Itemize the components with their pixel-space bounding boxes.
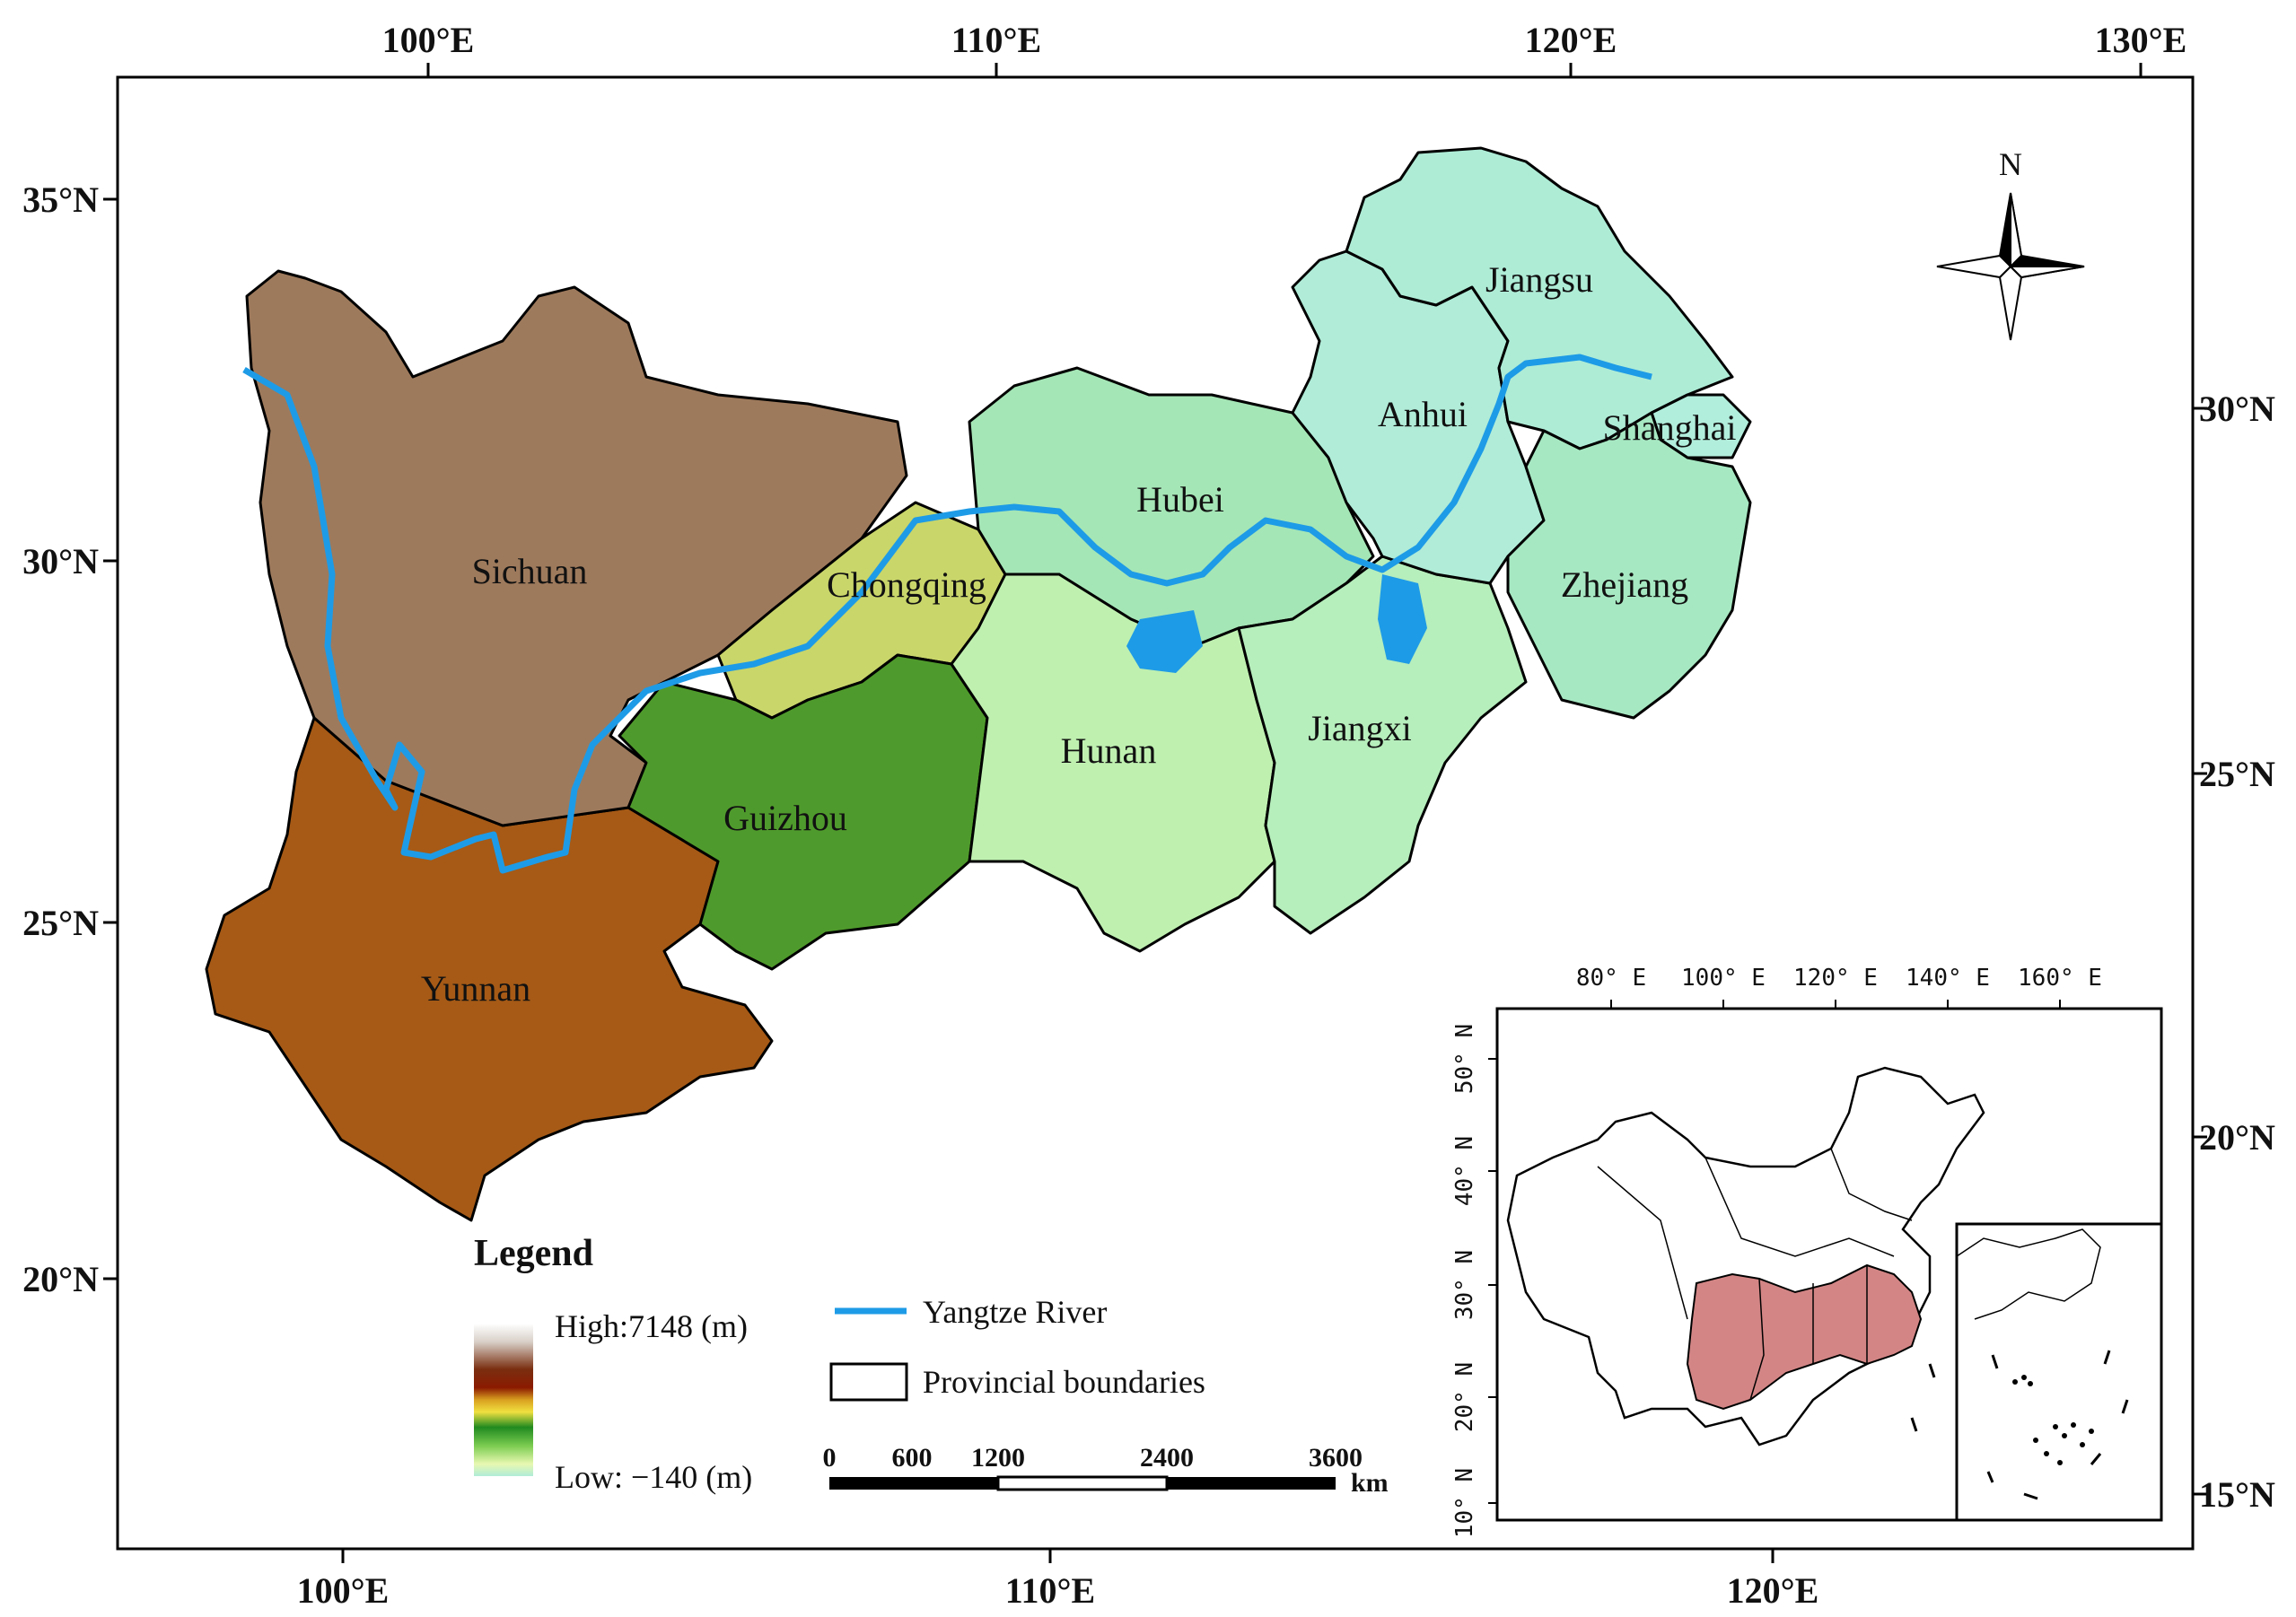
province-label: Chongqing: [827, 564, 986, 605]
south-china-sea-inset: [1955, 1222, 2163, 1522]
poyang-lake: [1378, 574, 1427, 664]
scale-tick: 2400: [1140, 1443, 1194, 1473]
dongting-lake: [1126, 610, 1203, 673]
bottom-lon-label: 100°E: [297, 1570, 390, 1611]
inset-lat-label: 50° N: [1451, 1024, 1478, 1094]
scale-tick: 600: [892, 1443, 933, 1473]
lakes: [1126, 574, 1427, 673]
province-zhejiang: [1506, 411, 1752, 720]
inset-lon-label: 120° E: [1793, 965, 1878, 992]
left-lat-label: 25°N: [22, 903, 99, 943]
study-area: [205, 146, 1752, 1222]
province-label: Shanghai: [1603, 407, 1737, 448]
bottom-lon-label: 120°E: [1727, 1570, 1819, 1611]
right-lat-label: 30°N: [2199, 389, 2275, 429]
legend-low: Low: −140 (m): [555, 1459, 752, 1495]
scale-unit: km: [1351, 1468, 1389, 1498]
inset-lat-label: 30° N: [1451, 1250, 1478, 1320]
nine-dash-line: [1910, 1350, 2129, 1500]
inset-lat-label: 10° N: [1451, 1468, 1478, 1538]
left-lat-label: 35°N: [22, 179, 99, 220]
islands: [2012, 1375, 2094, 1465]
north-label: N: [1999, 146, 2022, 182]
province-label: Guizhou: [723, 798, 847, 838]
top-lon-label: 130°E: [2095, 20, 2187, 60]
top-lon-label: 120°E: [1525, 20, 1617, 60]
province-labels: Sichuan Chongqing Hubei Anhui Jiangsu Sh…: [421, 259, 1737, 1009]
province-label: Hubei: [1136, 479, 1224, 520]
right-lat-label: 25°N: [2199, 754, 2275, 794]
right-lat-label: 15°N: [2199, 1474, 2275, 1515]
inset-lat-label: 20° N: [1451, 1362, 1478, 1432]
inset-lon-label: 80° E: [1576, 965, 1646, 992]
elevation-colorbar: [474, 1324, 533, 1476]
boundary-legend-swatch: [829, 1362, 908, 1402]
inset-internal-boundaries: [1597, 1148, 1913, 1401]
province-label: Sichuan: [472, 551, 588, 591]
legend-river: Yangtze River: [923, 1294, 1107, 1330]
top-lon-label: 110°E: [951, 20, 1041, 60]
inset-lon-labels: 80° E 100° E 120° E 140° E 160° E: [1576, 965, 2102, 992]
left-lat-label: 30°N: [22, 541, 99, 581]
inset-lon-label: 140° E: [1906, 965, 1990, 992]
left-lat-label: 20°N: [22, 1259, 99, 1299]
right-lat-label: 20°N: [2199, 1117, 2275, 1158]
compass-rose-icon: [1936, 192, 2085, 341]
province-label: Jiangsu: [1485, 259, 1593, 300]
inset-ticks: [1488, 1000, 2061, 1504]
province-label: Zhejiang: [1561, 564, 1688, 605]
inset-study-area: [1686, 1263, 1923, 1411]
province-label: Hunan: [1061, 730, 1157, 771]
inset-lat-labels: 50° N 40° N 30° N 20° N 10° N: [1451, 1024, 1478, 1538]
legend: Legend High:7148 (m) Low: −140 (m) Yangt…: [474, 1233, 1205, 1495]
inset-lon-label: 100° E: [1681, 965, 1766, 992]
inset-lon-label: 160° E: [2018, 965, 2102, 992]
scale-tick: 3600: [1309, 1443, 1363, 1473]
bottom-lon-label: 110°E: [1005, 1570, 1095, 1611]
legend-title: Legend: [474, 1233, 593, 1274]
scale-bar: 0 600 1200 2400 3600 km: [823, 1443, 1389, 1498]
legend-boundaries: Provincial boundaries: [923, 1364, 1205, 1400]
province-label: Yunnan: [421, 968, 530, 1009]
province-sichuan: [245, 269, 908, 827]
yangtze-river: [242, 354, 1652, 874]
axis-labels: 100°E 110°E 120°E 130°E 100°E 110°E 120°…: [22, 20, 2275, 1611]
top-lon-label: 100°E: [382, 20, 475, 60]
inset-lat-label: 40° N: [1451, 1136, 1478, 1206]
province-label: Anhui: [1378, 394, 1468, 434]
north-arrow: N: [1936, 146, 2085, 341]
scale-tick: 0: [823, 1443, 837, 1473]
legend-high: High:7148 (m): [555, 1308, 748, 1344]
province-label: Jiangxi: [1308, 708, 1412, 748]
inset-map: 80° E 100° E 120° E 140° E 160° E 50° N …: [1432, 965, 2186, 1539]
map-frame: [116, 75, 2195, 1551]
south-china-sea-coast: [1956, 1228, 2101, 1320]
graticule-ticks: [103, 63, 2207, 1563]
scale-tick: 1200: [971, 1443, 1025, 1473]
